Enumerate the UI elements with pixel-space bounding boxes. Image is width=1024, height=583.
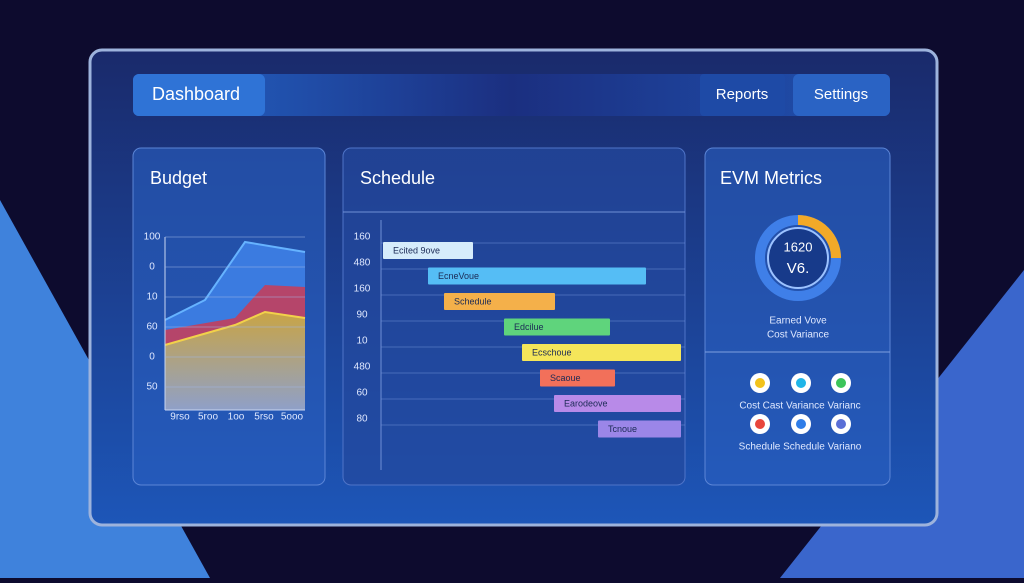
legend-dot xyxy=(796,378,806,388)
legend-label: Cost Cast Variance Varianc xyxy=(739,401,860,412)
x-label: 9rso xyxy=(170,412,190,423)
x-label: 1oo xyxy=(228,412,245,423)
gauge-center xyxy=(767,227,829,289)
nav-item[interactable]: Reports xyxy=(716,86,769,103)
task-bar xyxy=(598,420,681,438)
row-label: 60 xyxy=(356,388,368,399)
x-label: 5ooo xyxy=(281,412,304,423)
gauge-value: 1620 xyxy=(784,239,813,254)
task-bar xyxy=(444,293,555,310)
x-label: 5roo xyxy=(198,412,218,423)
y-label: 10 xyxy=(146,292,158,303)
row-label: 80 xyxy=(356,414,368,425)
y-label: 60 xyxy=(146,322,158,333)
panel-title: EVM Metrics xyxy=(720,168,822,188)
y-label: 50 xyxy=(146,382,158,393)
row-label: 90 xyxy=(356,310,368,321)
nav-button[interactable] xyxy=(700,74,785,116)
x-label: 5rso xyxy=(254,412,274,423)
row-label: 160 xyxy=(354,284,371,295)
task-label: Scaoue xyxy=(550,373,581,383)
task-label: EcneVoue xyxy=(438,271,479,281)
task-bar xyxy=(504,318,610,336)
y-label: 100 xyxy=(144,232,161,243)
task-bar xyxy=(522,344,681,361)
nav-title[interactable]: Dashboard xyxy=(152,84,240,104)
nav-item[interactable]: Settings xyxy=(814,86,868,103)
legend-dot xyxy=(836,378,846,388)
panel-title: Schedule xyxy=(360,168,435,188)
budget-chart xyxy=(164,237,306,411)
gauge-caption: Earned Vove xyxy=(769,316,827,327)
evm-panel xyxy=(704,147,891,486)
nav-button[interactable] xyxy=(793,74,890,116)
task-bar xyxy=(428,267,646,285)
area-line xyxy=(164,310,306,346)
legend-icons xyxy=(750,373,851,434)
gauge-arc xyxy=(797,215,841,259)
gauge-sub: V6. xyxy=(787,260,810,277)
legend-dot xyxy=(836,419,846,429)
legend-label: Schedule Schedule Variano xyxy=(739,442,862,453)
y-label: 0 xyxy=(149,352,155,363)
task-bar xyxy=(540,369,615,387)
row-label: 480 xyxy=(354,258,371,269)
row-label: 10 xyxy=(356,336,368,347)
legend-dot xyxy=(755,378,765,388)
legend-dot xyxy=(755,419,765,429)
task-label: Ecschoue xyxy=(532,347,572,357)
task-bar xyxy=(383,242,473,259)
legend-dot xyxy=(796,419,806,429)
task-label: Schedule xyxy=(454,296,492,306)
task-label: Tcnoue xyxy=(608,424,637,434)
area-line xyxy=(164,240,306,321)
area xyxy=(165,312,305,410)
nav-tab-active[interactable] xyxy=(133,74,265,116)
y-label: 0 xyxy=(149,262,155,273)
row-label: 160 xyxy=(354,232,371,243)
task-label: Ecited 9ove xyxy=(393,245,440,255)
row-label: 480 xyxy=(354,362,371,373)
task-label: Edcilue xyxy=(514,322,544,332)
panel-title: Budget xyxy=(150,168,207,188)
task-label: Earodeove xyxy=(564,398,608,408)
gauge-caption: Cost Variance xyxy=(767,330,830,341)
task-bar xyxy=(554,395,681,412)
